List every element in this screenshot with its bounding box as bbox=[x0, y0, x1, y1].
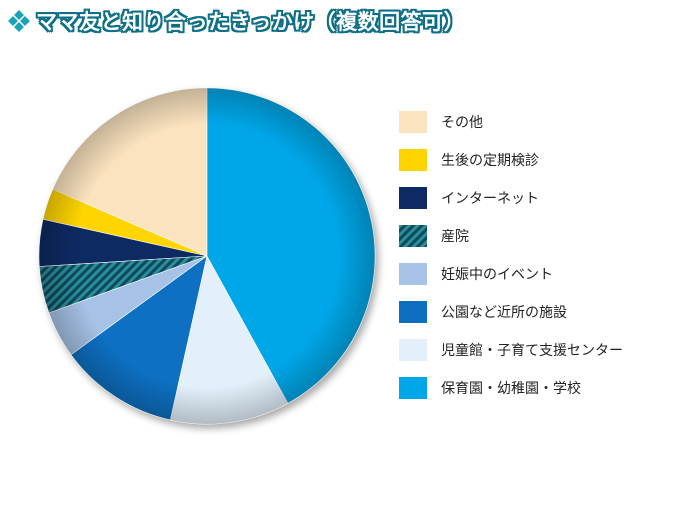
legend-item: 産院 bbox=[399, 217, 669, 255]
legend-swatch bbox=[399, 301, 427, 323]
legend-swatch bbox=[399, 377, 427, 399]
legend-label: 生後の定期検診 bbox=[441, 153, 539, 169]
legend-swatch bbox=[399, 149, 427, 171]
legend-swatch bbox=[399, 225, 427, 247]
legend-label: その他 bbox=[441, 115, 483, 131]
chart-title-bar: ママ友と知り合ったきっかけ（複数回答可） bbox=[8, 6, 465, 36]
chart-title: ママ友と知り合ったきっかけ（複数回答可） bbox=[36, 10, 466, 34]
chart-legend: その他生後の定期検診 インターネット 産院妊娠中のイベント 公園など近所の施設児童館・… bbox=[399, 103, 669, 407]
legend-label: 産院 bbox=[441, 229, 469, 245]
legend-item: 生後の定期検診 bbox=[399, 141, 669, 179]
legend-label: 妊娠中のイベント bbox=[441, 267, 553, 283]
legend-item: その他 bbox=[399, 103, 669, 141]
diamond-cluster-icon bbox=[8, 10, 30, 32]
legend-label: インターネット bbox=[441, 191, 539, 207]
legend-swatch bbox=[399, 263, 427, 285]
legend-swatch bbox=[399, 339, 427, 361]
legend-item: 妊娠中のイベント bbox=[399, 255, 669, 293]
legend-item: 児童館・子育て支援センター bbox=[399, 331, 669, 369]
legend-swatch bbox=[399, 111, 427, 133]
legend-label: 公園など近所の施設 bbox=[441, 305, 567, 321]
legend-item: インターネット bbox=[399, 179, 669, 217]
legend-label: 保育園・幼稚園・学校 bbox=[441, 381, 581, 397]
legend-swatch bbox=[399, 187, 427, 209]
pie-chart bbox=[38, 87, 376, 425]
legend-item: 保育園・幼稚園・学校 bbox=[399, 369, 669, 407]
legend-item: 公園など近所の施設 bbox=[399, 293, 669, 331]
legend-label: 児童館・子育て支援センター bbox=[441, 343, 623, 359]
